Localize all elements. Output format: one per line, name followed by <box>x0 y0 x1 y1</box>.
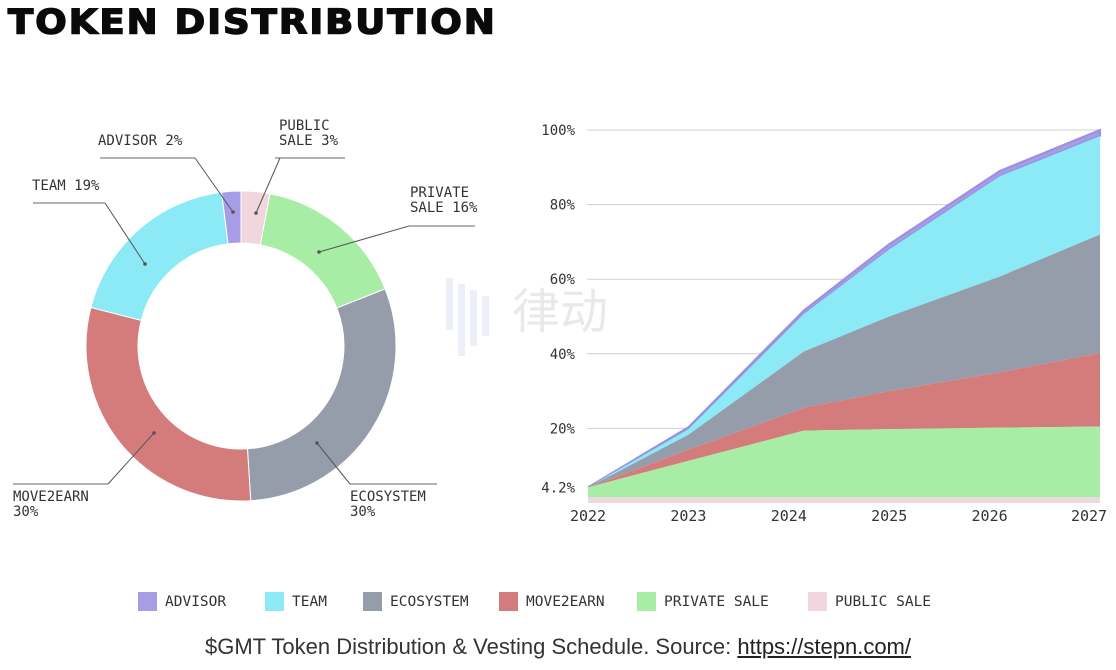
legend-item-private-sale: PRIVATE SALE <box>637 592 769 611</box>
leader-dot <box>315 441 319 445</box>
donut-chart <box>85 190 397 502</box>
donut-label-move2earn: 30% <box>13 504 39 520</box>
donut-label-move2earn: MOVE2EARN <box>13 489 89 505</box>
page-title: TOKEN DISTRIBUTION <box>7 1 497 42</box>
donut-slice-ecosystem <box>246 288 397 502</box>
legend-swatch <box>499 592 518 611</box>
y-tick-label: 60% <box>550 272 576 288</box>
leader-dot <box>254 211 258 215</box>
donut-label-public-sale: PUBLIC <box>279 118 330 134</box>
legend-swatch <box>637 592 656 611</box>
y-tick-label: 80% <box>550 198 576 214</box>
area-series-public-sale <box>588 497 1101 503</box>
donut-label-private-sale: PRIVATE <box>410 185 469 201</box>
legend-swatch <box>808 592 827 611</box>
legend-item-public-sale: PUBLIC SALE <box>808 592 931 611</box>
leader-line-move2earn <box>107 432 155 485</box>
area-series-private-sale <box>588 426 1101 498</box>
donut-label-advisor: ADVISOR 2% <box>98 133 183 149</box>
x-tick-label: 2026 <box>972 507 1008 525</box>
svg-text:律动: 律动 <box>512 284 608 340</box>
x-tick-label: 2025 <box>871 507 907 525</box>
legend-swatch <box>363 592 382 611</box>
legend-label: ECOSYSTEM <box>390 593 469 610</box>
area-series-move2earn <box>588 353 1101 488</box>
legend-item-move2earn: MOVE2EARN <box>499 592 605 611</box>
watermark-logo: 律动 <box>446 278 608 356</box>
donut-label-public-sale: SALE 3% <box>279 133 339 149</box>
leader-line-ecosystem <box>316 442 351 485</box>
donut-label-ecosystem: ECOSYSTEM <box>350 489 426 505</box>
legend-item-team: TEAM <box>265 592 327 611</box>
x-tick-label: 2023 <box>670 507 706 525</box>
legend-swatch <box>265 592 284 611</box>
donut-slice-advisor <box>221 190 242 245</box>
legend-item-advisor: ADVISOR <box>138 592 226 611</box>
x-tick-label: 2022 <box>570 507 606 525</box>
x-tick-label: 2024 <box>771 507 807 525</box>
legend-label: TEAM <box>292 593 327 610</box>
area-series-advisor <box>587 128 1102 489</box>
caption: $GMT Token Distribution & Vesting Schedu… <box>0 634 1116 660</box>
donut-slice-move2earn <box>85 306 252 502</box>
legend-swatch <box>138 592 157 611</box>
y-tick-label: 20% <box>550 421 576 437</box>
source-link[interactable]: https://stepn.com/ <box>737 634 911 659</box>
y-tick-label: 100% <box>541 123 575 139</box>
area-series-ecosystem <box>588 234 1101 488</box>
leader-dot <box>231 210 235 214</box>
legend-label: PUBLIC SALE <box>835 593 932 610</box>
y-tick-label: 4.2% <box>541 480 575 496</box>
caption-text: $GMT Token Distribution & Vesting Schedu… <box>204 634 738 659</box>
legend-item-ecosystem: ECOSYSTEM <box>363 592 469 611</box>
legend-label: MOVE2EARN <box>526 593 605 610</box>
x-tick-label: 2027 <box>1071 507 1107 525</box>
legend-label: PRIVATE SALE <box>664 593 769 610</box>
leader-line-public-sale <box>255 157 281 214</box>
donut-label-ecosystem: 30% <box>350 504 376 520</box>
legend-label: ADVISOR <box>165 593 227 610</box>
donut-label-team: TEAM 19% <box>32 178 100 194</box>
leader-dot <box>317 250 321 254</box>
leader-dot <box>143 262 147 266</box>
leader-line-team <box>104 202 146 265</box>
y-tick-label: 40% <box>550 347 576 363</box>
area-series-team <box>588 135 1101 488</box>
area-chart: 4.2% 20% 40% 60% 80% 100% 2022 2023 2024 2025 2026… <box>541 123 1107 525</box>
donut-slice-team <box>90 191 229 321</box>
leader-dot <box>152 431 156 435</box>
leader-line-advisor <box>194 157 234 213</box>
leader-line-private-sale <box>318 225 410 253</box>
donut-label-private-sale: SALE 16% <box>410 200 478 216</box>
